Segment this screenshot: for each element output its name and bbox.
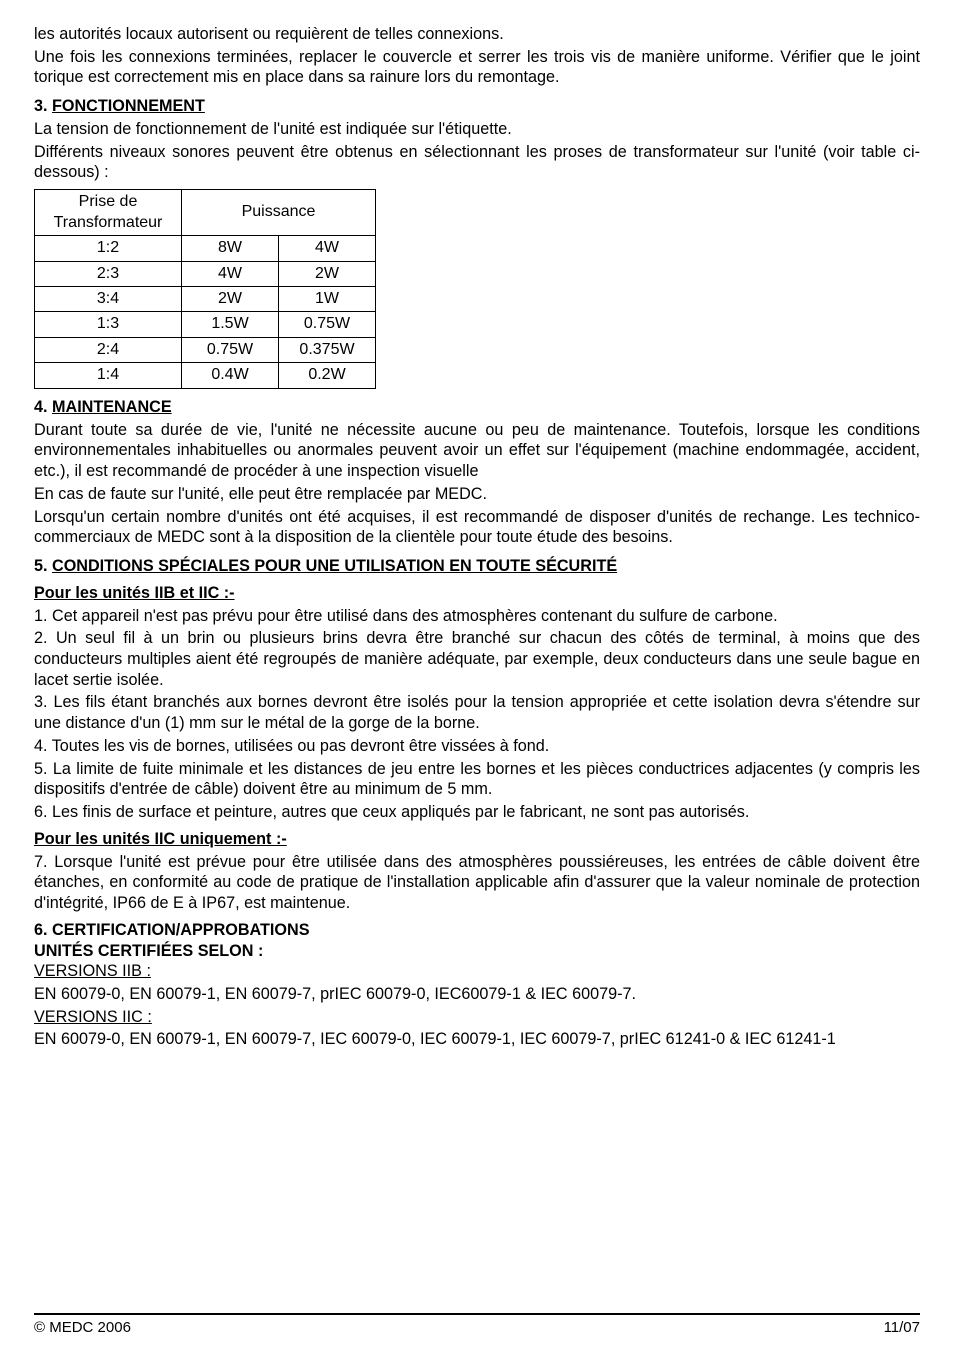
table-cell: 4W <box>279 236 376 261</box>
table-header-row: Prise de Transformateur Puissance <box>35 190 376 236</box>
s5-sub2: Pour les unités IIC uniquement :- <box>34 829 920 850</box>
table-header-prise-l2: Transformateur <box>54 214 163 231</box>
section-5-title: 5. CONDITIONS SPÉCIALES POUR UNE UTILISA… <box>34 556 920 577</box>
table-cell: 2W <box>182 287 279 312</box>
s5-i4: 4. Toutes les vis de bornes, utilisées o… <box>34 736 920 757</box>
section-4-txt: MAINTENANCE <box>52 398 172 416</box>
section-5-txt: CONDITIONS SPÉCIALES POUR UNE UTILISATIO… <box>52 557 617 575</box>
s3-p1: La tension de fonctionnement de l'unité … <box>34 119 920 140</box>
table-cell: 1W <box>279 287 376 312</box>
table-header-prise-l1: Prise de <box>79 193 138 210</box>
s5-i3: 3. Les fils étant branchés aux bornes de… <box>34 692 920 733</box>
s3-p2: Différents niveaux sonores peuvent être … <box>34 142 920 183</box>
table-row: 1:4 0.4W 0.2W <box>35 363 376 388</box>
table-cell: 2:4 <box>35 337 182 362</box>
table-cell: 1:3 <box>35 312 182 337</box>
s5-i1: 1. Cet appareil n'est pas prévu pour êtr… <box>34 606 920 627</box>
s5-sub1: Pour les unités IIB et IIC :- <box>34 583 920 604</box>
s5-i7: 7. Lorsque l'unité est prévue pour être … <box>34 852 920 914</box>
table-cell: 0.4W <box>182 363 279 388</box>
table-cell: 0.375W <box>279 337 376 362</box>
section-5-num: 5. <box>34 557 48 575</box>
table-cell: 8W <box>182 236 279 261</box>
intro-p2: Une fois les connexions terminées, repla… <box>34 47 920 88</box>
s6-v1txt: EN 60079-0, EN 60079-1, EN 60079-7, prIE… <box>34 984 920 1005</box>
table-row: 2:4 0.75W 0.375W <box>35 337 376 362</box>
table-row: 3:4 2W 1W <box>35 287 376 312</box>
table-cell: 0.2W <box>279 363 376 388</box>
table-header-prise: Prise de Transformateur <box>35 190 182 236</box>
section-4-title: 4. MAINTENANCE <box>34 397 920 418</box>
s5-i2: 2. Un seul fil à un brin ou plusieurs br… <box>34 628 920 690</box>
table-header-puissance: Puissance <box>182 190 376 236</box>
table-cell: 1:2 <box>35 236 182 261</box>
table-cell: 0.75W <box>279 312 376 337</box>
s6-v2txt: EN 60079-0, EN 60079-1, EN 60079-7, IEC … <box>34 1029 920 1050</box>
table-cell: 2:3 <box>35 261 182 286</box>
table-cell: 1.5W <box>182 312 279 337</box>
section-3-title: 3. FONCTIONNEMENT <box>34 96 920 117</box>
s6-v1: VERSIONS IIB : <box>34 961 920 982</box>
power-table: Prise de Transformateur Puissance 1:2 8W… <box>34 189 376 389</box>
footer-right: 11/07 <box>884 1319 920 1336</box>
intro-p1: les autorités locaux autorisent ou requi… <box>34 24 920 45</box>
page-content: les autorités locaux autorisent ou requi… <box>34 24 920 1273</box>
s6-title1: 6. CERTIFICATION/APPROBATIONS <box>34 920 920 941</box>
table-row: 1:3 1.5W 0.75W <box>35 312 376 337</box>
s6-title2: UNITÉS CERTIFIÉES SELON : <box>34 941 920 962</box>
table-cell: 4W <box>182 261 279 286</box>
section-3-num: 3. <box>34 97 48 115</box>
s5-i6: 6. Les finis de surface et peinture, aut… <box>34 802 920 823</box>
page-footer: © MEDC 2006 11/07 <box>34 1313 920 1336</box>
section-4-num: 4. <box>34 398 48 416</box>
s5-i5: 5. La limite de fuite minimale et les di… <box>34 759 920 800</box>
table-cell: 2W <box>279 261 376 286</box>
section-3-txt: FONCTIONNEMENT <box>52 97 205 115</box>
s6-v2: VERSIONS IIC : <box>34 1007 920 1028</box>
table-cell: 0.75W <box>182 337 279 362</box>
table-cell: 3:4 <box>35 287 182 312</box>
s4-p2: En cas de faute sur l'unité, elle peut ê… <box>34 484 920 505</box>
footer-left: © MEDC 2006 <box>34 1319 131 1336</box>
s4-p3: Lorsqu'un certain nombre d'unités ont ét… <box>34 507 920 548</box>
s4-p1: Durant toute sa durée de vie, l'unité ne… <box>34 420 920 482</box>
table-row: 2:3 4W 2W <box>35 261 376 286</box>
table-row: 1:2 8W 4W <box>35 236 376 261</box>
table-cell: 1:4 <box>35 363 182 388</box>
